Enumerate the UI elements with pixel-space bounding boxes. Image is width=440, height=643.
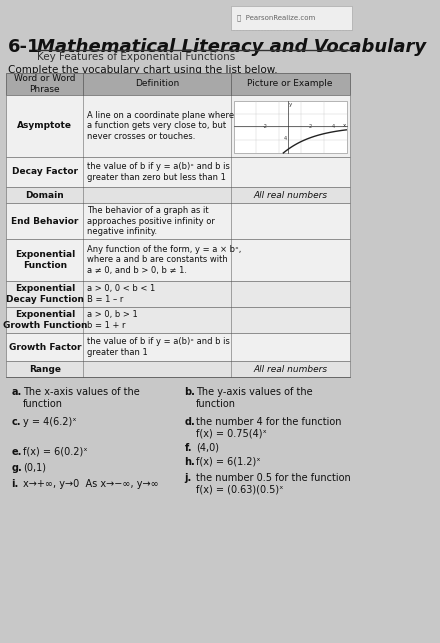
Text: y = 4(6.2)ˣ: y = 4(6.2)ˣ bbox=[23, 417, 76, 427]
Text: f(x) = 6(0.2)ˣ: f(x) = 6(0.2)ˣ bbox=[23, 447, 87, 457]
Text: a > 0, 0 < b < 1
B = 1 – r: a > 0, 0 < b < 1 B = 1 – r bbox=[87, 284, 155, 303]
Text: Picture or Example: Picture or Example bbox=[247, 80, 333, 89]
Text: b.: b. bbox=[185, 387, 195, 397]
Text: Growth Factor: Growth Factor bbox=[9, 343, 81, 352]
Text: Domain: Domain bbox=[26, 190, 64, 199]
Text: Word or Word
Phrase: Word or Word Phrase bbox=[14, 75, 76, 94]
Text: Asymptote: Asymptote bbox=[18, 122, 73, 131]
Text: Exponential
Growth Function: Exponential Growth Function bbox=[3, 311, 87, 330]
Text: -2: -2 bbox=[263, 124, 268, 129]
Text: f(x) = 6(1.2)ˣ: f(x) = 6(1.2)ˣ bbox=[196, 457, 260, 467]
Bar bbox=[7, 281, 350, 307]
Text: The x-axis values of the
function: The x-axis values of the function bbox=[23, 387, 139, 408]
Text: the value of b if y = a(b)ˣ and b is
greater than 1: the value of b if y = a(b)ˣ and b is gre… bbox=[87, 338, 230, 357]
Text: Exponential
Decay Function: Exponential Decay Function bbox=[6, 284, 84, 303]
Text: Mathematical Literacy and Vocabulary: Mathematical Literacy and Vocabulary bbox=[37, 38, 426, 56]
Text: (0,1): (0,1) bbox=[23, 463, 46, 473]
Text: 4: 4 bbox=[284, 136, 287, 141]
Text: a > 0, b > 1
b = 1 + r: a > 0, b > 1 b = 1 + r bbox=[87, 311, 137, 330]
Bar bbox=[7, 95, 350, 157]
Text: j.: j. bbox=[185, 473, 192, 483]
Text: f.: f. bbox=[185, 443, 192, 453]
Text: g.: g. bbox=[11, 463, 22, 473]
Bar bbox=[7, 239, 350, 281]
Text: 6-1: 6-1 bbox=[8, 38, 40, 56]
Bar bbox=[7, 361, 350, 377]
Text: Definition: Definition bbox=[135, 80, 179, 89]
Text: y: y bbox=[289, 102, 292, 107]
Text: h.: h. bbox=[185, 457, 195, 467]
Bar bbox=[7, 157, 350, 187]
Text: c.: c. bbox=[11, 417, 21, 427]
Text: 4: 4 bbox=[331, 124, 334, 129]
Text: i.: i. bbox=[11, 479, 18, 489]
Text: Decay Factor: Decay Factor bbox=[12, 167, 78, 176]
Text: d.: d. bbox=[185, 417, 195, 427]
Text: Exponential
Function: Exponential Function bbox=[15, 250, 75, 269]
Text: All real numbers: All real numbers bbox=[253, 365, 327, 374]
Text: x→+∞, y→0  As x→−∞, y→∞: x→+∞, y→0 As x→−∞, y→∞ bbox=[23, 479, 158, 489]
Text: ⬜  PearsonRealize.com: ⬜ PearsonRealize.com bbox=[237, 15, 315, 21]
Text: the value of b if y = a(b)ˣ and b is
greater than zero but less than 1: the value of b if y = a(b)ˣ and b is gre… bbox=[87, 162, 230, 182]
Text: a.: a. bbox=[11, 387, 22, 397]
Bar bbox=[7, 187, 350, 203]
Text: Any function of the form, y = a × bˣ,
where a and b are constants with
a ≠ 0, an: Any function of the form, y = a × bˣ, wh… bbox=[87, 245, 241, 275]
Bar bbox=[7, 73, 350, 95]
Text: x: x bbox=[342, 123, 346, 128]
Text: the number 4 for the function
f(x) = 0.75(4)ˣ: the number 4 for the function f(x) = 0.7… bbox=[196, 417, 341, 439]
Text: 2: 2 bbox=[309, 124, 312, 129]
Text: End Behavior: End Behavior bbox=[11, 217, 79, 226]
Text: All real numbers: All real numbers bbox=[253, 190, 327, 199]
Bar bbox=[7, 203, 350, 239]
Text: (4,0): (4,0) bbox=[196, 443, 219, 453]
Text: Key Features of Exponential Functions: Key Features of Exponential Functions bbox=[37, 52, 235, 62]
Bar bbox=[234, 101, 347, 153]
Text: the number 0.5 for the function
f(x) = (0.63)(0.5)ˣ: the number 0.5 for the function f(x) = (… bbox=[196, 473, 351, 494]
Text: e.: e. bbox=[11, 447, 22, 457]
FancyBboxPatch shape bbox=[231, 6, 352, 30]
Text: A line on a coordinate plane where
a function gets very close to, but
never cros: A line on a coordinate plane where a fun… bbox=[87, 111, 234, 141]
Text: Range: Range bbox=[29, 365, 61, 374]
Bar bbox=[7, 307, 350, 333]
Bar bbox=[7, 333, 350, 361]
Text: Complete the vocabulary chart using the list below.: Complete the vocabulary chart using the … bbox=[8, 65, 278, 75]
Text: The behavior of a graph as it
approaches positive infinity or
negative infinity.: The behavior of a graph as it approaches… bbox=[87, 206, 215, 236]
Text: The y-axis values of the
function: The y-axis values of the function bbox=[196, 387, 312, 408]
